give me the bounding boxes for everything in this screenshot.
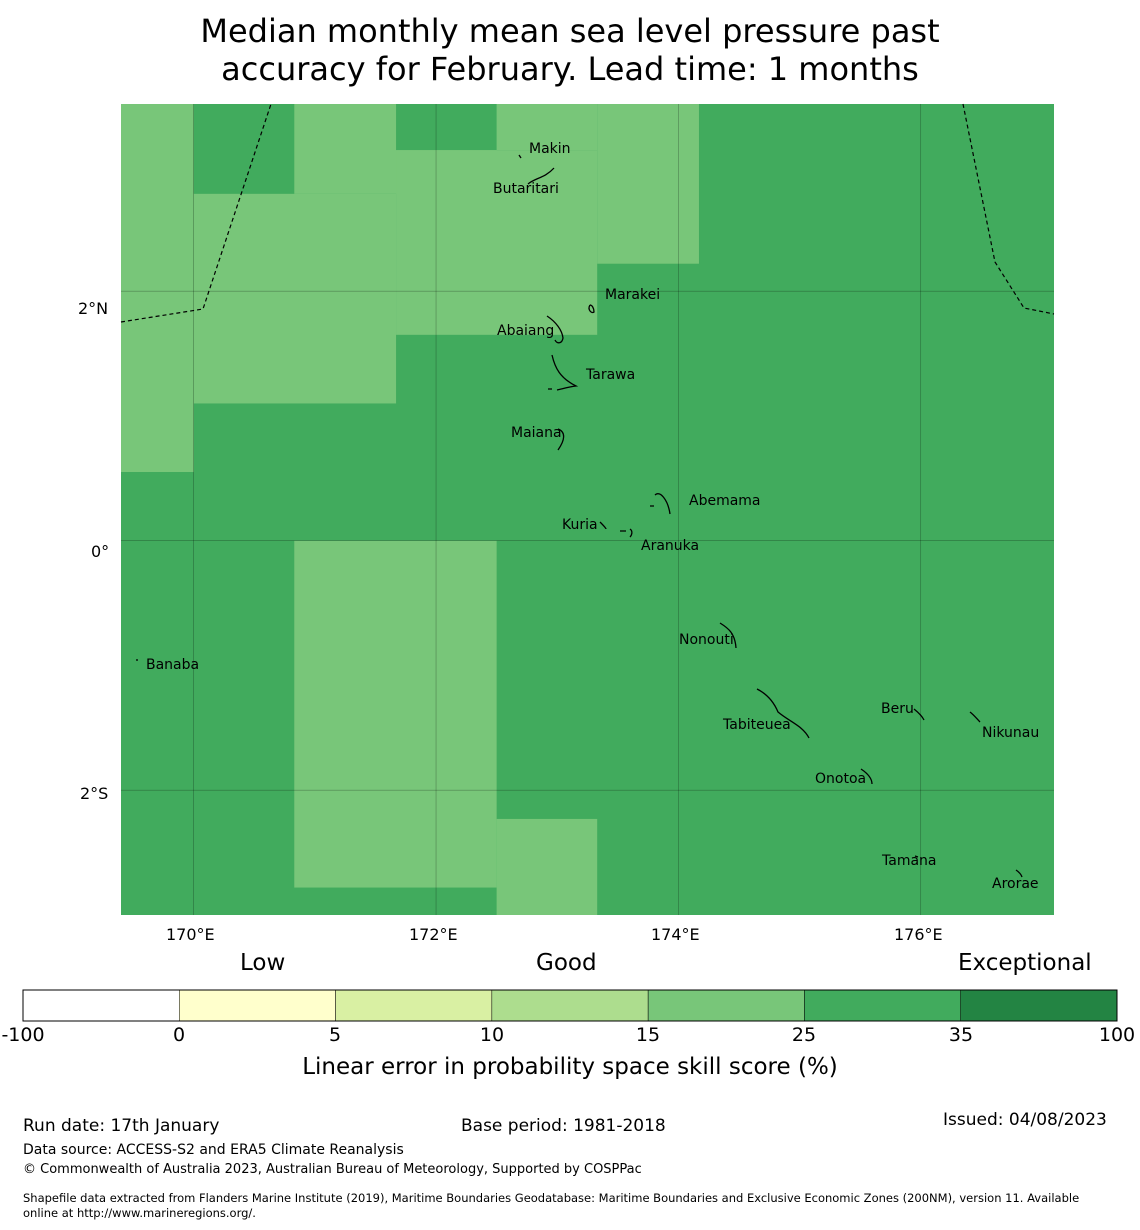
lon-tick-172e: 172°E (409, 925, 458, 944)
category-low: Low (240, 950, 286, 976)
colorbar-tick: 25 (791, 1024, 817, 1046)
island-tarawa (548, 354, 579, 391)
island-marakei (588, 304, 595, 314)
lat-tick-0: 0° (91, 542, 110, 561)
skill-cell (496, 104, 598, 151)
colorbar-tick: 15 (635, 1024, 661, 1046)
island-nikunau (969, 711, 981, 723)
island-butaritari (527, 167, 555, 185)
skill-cell (496, 818, 598, 915)
skill-cell (193, 193, 397, 404)
island-abaiang (546, 315, 564, 344)
colorbar-tick: 5 (328, 1024, 342, 1046)
issued-date: Issued: 04/08/2023 (943, 1110, 1107, 1130)
map-title: Median monthly mean sea level pressure p… (0, 12, 1140, 88)
run-date: Run date: 17th January (23, 1116, 220, 1136)
place-label-banaba: Banaba (146, 657, 200, 673)
eez-boundary-east (962, 103, 1055, 315)
place-label-beru: Beru (881, 701, 914, 717)
skill-cell (193, 104, 295, 194)
colorbar-bin (335, 989, 493, 1022)
eez-boundaries (120, 103, 1055, 323)
colorbar-bin (804, 989, 961, 1022)
place-label-tamana: Tamana (882, 853, 937, 869)
colorbar (22, 989, 1118, 1022)
lat-tick-2s: 2°S (80, 784, 109, 803)
island-aranuka (620, 528, 633, 538)
colorbar-tick: 35 (948, 1024, 974, 1046)
place-label-aranuka: Aranuka (641, 538, 700, 554)
colorbar-bin (960, 989, 1118, 1022)
place-label-onotoa: Onotoa (815, 771, 867, 787)
place-label-arorae: Arorae (992, 876, 1039, 892)
skill-cell (396, 150, 598, 335)
colorbar-tick: 0 (172, 1024, 186, 1046)
shapefile-credit-line-2: online at http://www.marineregions.org/. (23, 1206, 256, 1220)
colorbar-tick: 10 (479, 1024, 505, 1046)
place-label-abemama: Abemama (689, 493, 761, 509)
skill-cell (396, 104, 497, 151)
place-label-butaritari: Butaritari (493, 181, 559, 197)
island-tabiteuea (756, 688, 810, 739)
colorbar-tick: 100 (1098, 1024, 1136, 1046)
colorbar-bin (647, 989, 805, 1022)
colorbar-tick: -100 (1, 1024, 45, 1046)
graticule (121, 104, 1054, 915)
place-label-maiana: Maiana (511, 425, 562, 441)
island-beru (913, 708, 925, 721)
eez-boundary-west (120, 103, 272, 323)
place-label-marakei: Marakei (605, 287, 661, 303)
category-good: Good (536, 950, 597, 976)
copyright: © Commonwealth of Australia 2023, Austra… (23, 1162, 642, 1177)
title-line-2: accuracy for February. Lead time: 1 mont… (221, 50, 919, 88)
colorbar-label: Linear error in probability space skill … (302, 1054, 838, 1080)
place-label-nikunau: Nikunau (982, 725, 1040, 741)
colorbar-bin (491, 989, 649, 1022)
place-label-tabiteuea: Tabiteuea (723, 717, 791, 733)
place-label-tarawa: Tarawa (586, 367, 636, 383)
island-nonouti (719, 622, 737, 649)
data-source: Data source: ACCESS-S2 and ERA5 Climate … (23, 1142, 404, 1158)
island-arorae (1015, 869, 1023, 878)
skill-grid (121, 104, 1054, 915)
island-maiana (557, 428, 565, 451)
skill-cell (597, 104, 699, 264)
island-tamana (914, 855, 919, 858)
lon-tick-176e: 176°E (894, 925, 943, 944)
colorbar-bin (179, 989, 336, 1022)
lon-tick-174e: 174°E (651, 925, 700, 944)
base-period: Base period: 1981-2018 (461, 1116, 666, 1136)
colorbar-bin (22, 989, 180, 1022)
skill-cell (294, 540, 497, 888)
place-label-makin: Makin (529, 141, 571, 157)
colorbar-outline (22, 989, 1118, 1022)
lat-tick-2n: 2°N (78, 299, 109, 318)
island-abemama (650, 493, 671, 515)
title-line-1: Median monthly mean sea level pressure p… (200, 12, 940, 50)
shapefile-credit-line-1: Shapefile data extracted from Flanders M… (23, 1191, 1080, 1205)
place-label-kuria: Kuria (562, 517, 598, 533)
lon-tick-170e: 170°E (166, 925, 215, 944)
island-kuria (599, 521, 607, 530)
island-onotoa (860, 768, 873, 785)
place-label-abaiang: Abaiang (497, 323, 555, 339)
category-exceptional: Exceptional (958, 950, 1092, 976)
island-makin (518, 154, 522, 159)
place-label-nonouti: Nonouti (679, 632, 734, 648)
skill-cell (121, 104, 194, 473)
skill-cell (121, 472, 194, 915)
island-outlines (136, 154, 1023, 878)
